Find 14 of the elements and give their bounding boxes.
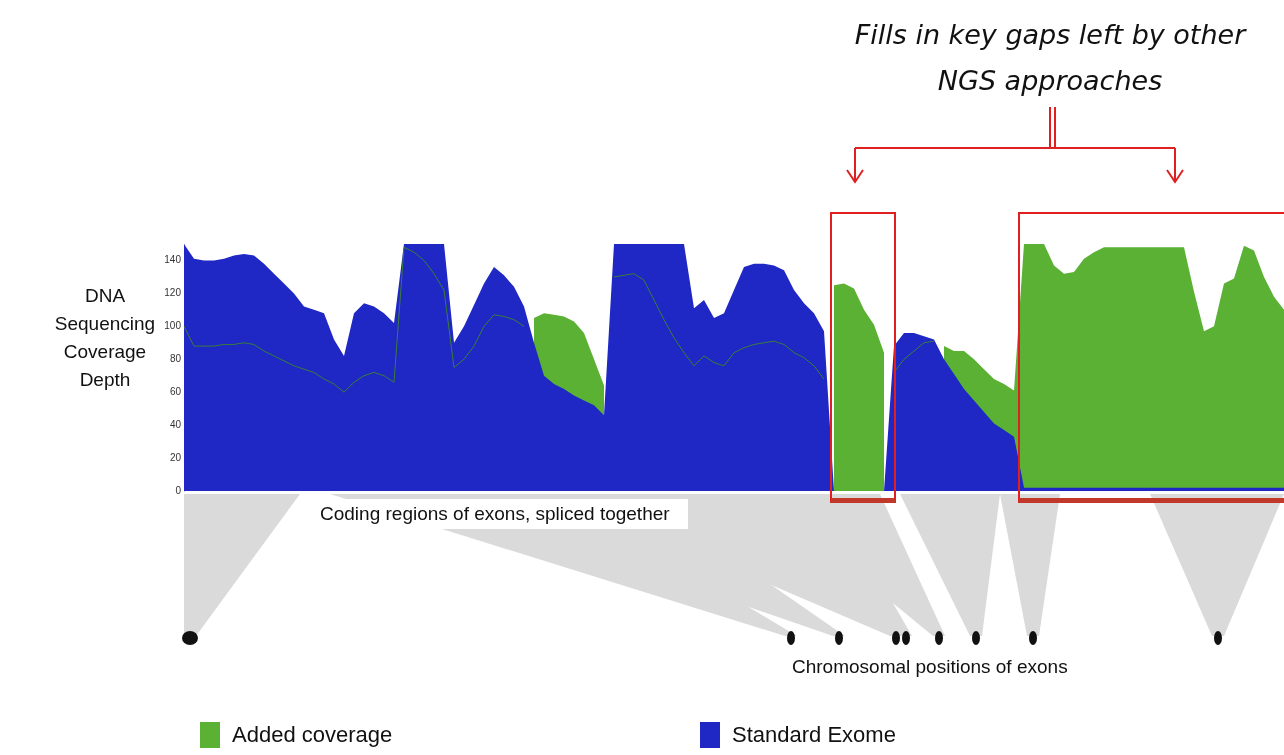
legend-label: Standard Exome bbox=[732, 722, 896, 748]
text: Fills in key gaps left by other NGS approaches bbox=[853, 18, 1248, 98]
y-tick-label: 100 bbox=[164, 320, 182, 332]
text: Coding regions of exons, spliced together bbox=[302, 499, 688, 529]
y-tick-label: 140 bbox=[164, 254, 182, 266]
y-tick-label: 60 bbox=[169, 385, 182, 397]
y-tick-label: 80 bbox=[169, 353, 182, 365]
y-axis-title: DNA Sequencing Coverage Depth bbox=[54, 285, 156, 390]
y-tick-label: 20 bbox=[169, 451, 182, 463]
y-tick-label: 0 bbox=[175, 484, 182, 496]
text: Chromosomal positions of exons bbox=[792, 655, 1068, 679]
y-tick-label: 120 bbox=[164, 287, 182, 299]
y-tick-label: 40 bbox=[169, 418, 182, 430]
legend-label: Added coverage bbox=[232, 722, 393, 748]
